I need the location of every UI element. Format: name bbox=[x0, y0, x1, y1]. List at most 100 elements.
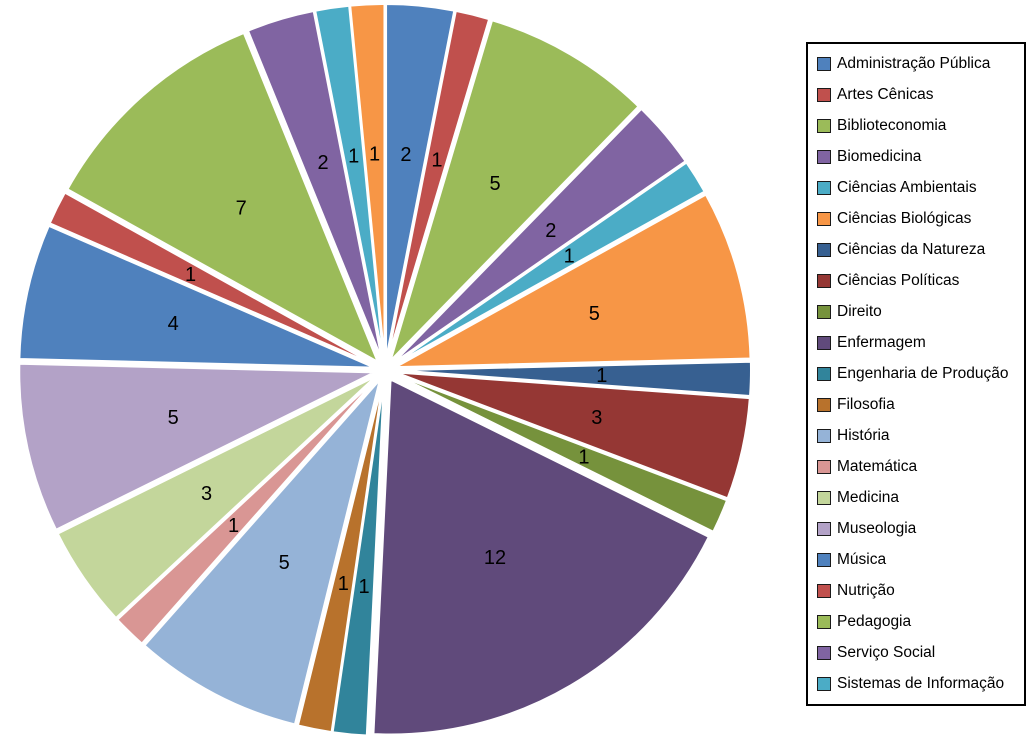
pie-slice bbox=[394, 373, 729, 534]
legend-item: Museologia bbox=[817, 514, 1024, 544]
legend-item: Biblioteconomia bbox=[817, 111, 1024, 141]
pie-slice bbox=[115, 377, 379, 646]
legend-item: Ciências da Natureza bbox=[817, 235, 1024, 265]
legend-swatch bbox=[817, 646, 831, 661]
legend-item: Enfermagem bbox=[817, 328, 1024, 358]
legend-swatch bbox=[817, 149, 831, 164]
legend-label: Sistemas de Informação bbox=[837, 675, 1005, 693]
pie-slice bbox=[392, 107, 687, 364]
slice-value-label: 1 bbox=[185, 264, 196, 286]
legend-item: Ciências Ambientais bbox=[817, 173, 1024, 203]
legend-label: Museologia bbox=[837, 520, 917, 538]
legend-swatch bbox=[817, 460, 831, 475]
slice-value-label: 3 bbox=[201, 483, 212, 505]
legend-item: Matemática bbox=[817, 452, 1024, 482]
legend-swatch bbox=[817, 615, 831, 630]
legend-item: Nutrição bbox=[817, 576, 1024, 606]
slice-value-label: 1 bbox=[348, 145, 359, 167]
slice-value-label: 2 bbox=[317, 152, 328, 174]
legend-swatch bbox=[817, 56, 831, 71]
pie-slice bbox=[56, 375, 377, 620]
legend-item: Música bbox=[817, 545, 1024, 575]
slice-value-label: 5 bbox=[168, 407, 179, 429]
legend-item: Ciências Biológicas bbox=[817, 204, 1024, 234]
pie-slice bbox=[18, 224, 375, 369]
pie-slice bbox=[331, 380, 385, 737]
pie-slice bbox=[372, 377, 711, 736]
pie-slice bbox=[349, 3, 386, 360]
pie-slice bbox=[66, 31, 380, 365]
legend-swatch bbox=[817, 398, 831, 413]
slice-value-label: 1 bbox=[228, 515, 239, 537]
legend-label: Artes Cênicas bbox=[837, 85, 934, 103]
pie-slice bbox=[48, 191, 376, 367]
pie-slice bbox=[246, 9, 383, 360]
legend-swatch bbox=[817, 677, 831, 692]
legend-swatch bbox=[817, 366, 831, 381]
legend-label: Ciências Políticas bbox=[837, 271, 960, 289]
slice-value-label: 1 bbox=[431, 149, 442, 171]
legend-item: Direito bbox=[817, 297, 1024, 327]
slice-value-label: 5 bbox=[279, 552, 290, 574]
legend-label: Pedagogia bbox=[837, 613, 912, 631]
legend-label: Medicina bbox=[837, 489, 900, 507]
pie-slice bbox=[296, 380, 384, 734]
legend-swatch bbox=[817, 553, 831, 568]
slice-value-label: 4 bbox=[168, 313, 179, 335]
legend-label: Nutrição bbox=[837, 582, 895, 600]
legend-label: Música bbox=[837, 551, 887, 569]
legend-swatch bbox=[817, 491, 831, 506]
legend-label: Direito bbox=[837, 302, 882, 320]
legend-item: Filosofia bbox=[817, 390, 1024, 420]
legend-swatch bbox=[817, 522, 831, 537]
pie-slice bbox=[395, 360, 752, 398]
slice-value-label: 1 bbox=[359, 576, 370, 598]
legend-label: Filosofia bbox=[837, 396, 895, 414]
legend-label: Engenharia de Produção bbox=[837, 364, 1009, 382]
legend-swatch bbox=[817, 180, 831, 195]
legend-item: Biomedicina bbox=[817, 142, 1024, 172]
legend-label: Biblioteconomia bbox=[837, 116, 947, 134]
legend-swatch bbox=[817, 118, 831, 133]
legend-item: Ciências Políticas bbox=[817, 266, 1024, 296]
legend-label: Administração Pública bbox=[837, 54, 991, 72]
legend-swatch bbox=[817, 211, 831, 226]
slice-value-label: 5 bbox=[489, 173, 500, 195]
legend-label: Matemática bbox=[837, 458, 918, 476]
pie-slice bbox=[143, 379, 381, 726]
slice-value-label: 1 bbox=[596, 365, 607, 387]
pie-slice bbox=[395, 371, 751, 500]
legend-item: Artes Cênicas bbox=[817, 80, 1024, 110]
legend-item: Sistemas de Informação bbox=[817, 669, 1024, 699]
slice-value-label: 2 bbox=[545, 220, 556, 242]
legend-label: História bbox=[837, 427, 890, 445]
legend-item: Serviço Social bbox=[817, 638, 1024, 668]
legend-swatch bbox=[817, 304, 831, 319]
legend-swatch bbox=[817, 584, 831, 599]
pie-slice bbox=[385, 3, 456, 360]
legend-item: Engenharia de Produção bbox=[817, 359, 1024, 389]
legend-swatch bbox=[817, 429, 831, 444]
slice-value-label: 5 bbox=[589, 303, 600, 325]
pie-slice bbox=[395, 193, 752, 369]
slice-value-label: 2 bbox=[400, 144, 411, 166]
slice-value-label: 1 bbox=[578, 447, 589, 469]
legend-label: Ciências da Natureza bbox=[837, 240, 986, 258]
legend-swatch bbox=[817, 273, 831, 288]
chart-legend: Administração Pública Artes Cênicas Biblio… bbox=[806, 42, 1026, 706]
legend-item: Pedagogia bbox=[817, 607, 1024, 637]
legend-swatch bbox=[817, 335, 831, 350]
slice-value-label: 1 bbox=[338, 573, 349, 595]
slice-value-label: 7 bbox=[236, 198, 247, 220]
pie-slice bbox=[18, 362, 375, 532]
legend-label: Biomedicina bbox=[837, 147, 922, 165]
legend-item: Administração Pública bbox=[817, 49, 1024, 79]
slice-value-label: 1 bbox=[564, 246, 575, 268]
legend-swatch bbox=[817, 87, 831, 102]
legend-label: Serviço Social bbox=[837, 644, 936, 662]
pie-slice bbox=[314, 4, 385, 360]
slice-value-label: 3 bbox=[591, 407, 602, 429]
legend-label: Ciências Ambientais bbox=[837, 178, 977, 196]
